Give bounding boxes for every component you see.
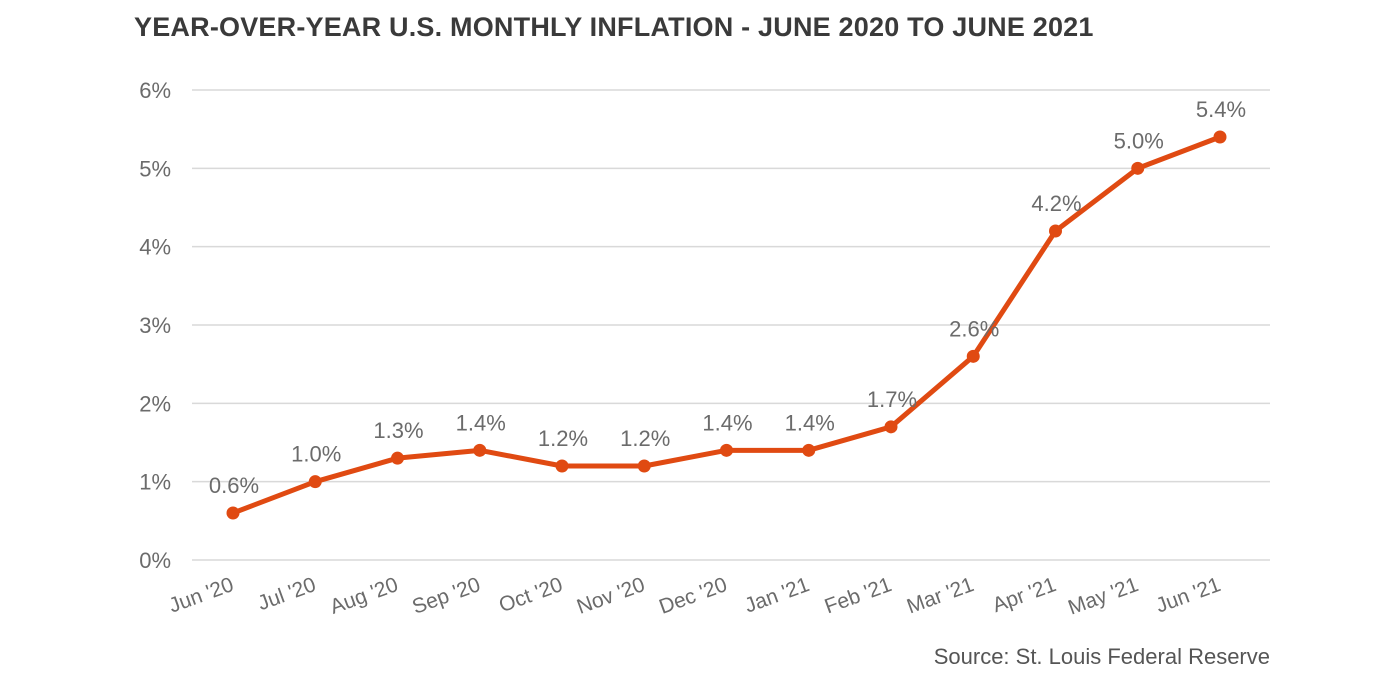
x-tick-label: Jun '21 xyxy=(1153,573,1224,618)
y-tick-label: 1% xyxy=(139,470,171,495)
data-point xyxy=(1213,130,1227,144)
y-tick-label: 4% xyxy=(139,235,171,260)
x-tick-label: Feb '21 xyxy=(822,573,895,618)
data-point xyxy=(637,459,651,473)
data-labels: 0.6% 1.0% 1.3% 1.4% 1.2% 1.2% 1.4% 1.4% 1.7% 2.6%… xyxy=(209,97,1246,498)
x-tick-label: Nov '20 xyxy=(574,573,648,619)
y-axis-ticks: 0% 1% 2% 3% 4% 5% 6% xyxy=(139,78,171,573)
data-point xyxy=(966,349,980,363)
data-label: 1.4% xyxy=(702,410,752,435)
data-point xyxy=(308,475,322,489)
y-tick-label: 2% xyxy=(139,391,171,416)
data-label: 1.2% xyxy=(538,426,588,451)
x-tick-label: Apr '21 xyxy=(989,573,1059,617)
data-label: 4.2% xyxy=(1031,191,1081,216)
data-label: 1.2% xyxy=(620,426,670,451)
data-label: 0.6% xyxy=(209,473,259,498)
y-tick-label: 3% xyxy=(139,313,171,338)
x-tick-label: Jul '20 xyxy=(255,573,319,615)
data-point xyxy=(473,443,487,457)
data-label: 1.0% xyxy=(291,442,341,467)
data-label: 1.7% xyxy=(867,387,917,412)
y-tick-label: 5% xyxy=(139,156,171,181)
source-note: Source: St. Louis Federal Reserve xyxy=(933,644,1270,669)
data-point xyxy=(720,443,733,457)
x-tick-label: Oct '20 xyxy=(496,573,566,617)
x-tick-label: Aug '20 xyxy=(327,573,401,619)
data-point xyxy=(802,443,816,457)
chart-title: YEAR-OVER-YEAR U.S. MONTHLY INFLATION - … xyxy=(134,12,1094,42)
data-label: 5.0% xyxy=(1114,128,1164,153)
y-tick-label: 6% xyxy=(139,78,171,103)
data-label: 1.3% xyxy=(373,418,423,443)
x-tick-label: Dec '20 xyxy=(656,573,730,619)
data-label: 2.6% xyxy=(949,316,999,341)
x-tick-label: Sep '20 xyxy=(409,573,483,619)
x-tick-label: May '21 xyxy=(1065,573,1141,620)
data-point xyxy=(884,420,898,434)
x-tick-label: Jun '20 xyxy=(166,573,237,618)
data-point xyxy=(1131,161,1145,175)
data-label: 1.4% xyxy=(785,410,835,435)
x-tick-label: Mar '21 xyxy=(904,573,977,618)
x-tick-label: Jan '21 xyxy=(742,573,813,618)
data-label: 5.4% xyxy=(1196,97,1246,122)
x-axis-ticks: Jun '20 Jul '20 Aug '20 Sep '20 Oct '20 Nov '… xyxy=(166,573,1224,620)
data-label: 1.4% xyxy=(456,410,506,435)
data-points xyxy=(226,130,1227,520)
data-point xyxy=(1049,224,1062,238)
y-tick-label: 0% xyxy=(139,548,171,573)
gridlines xyxy=(192,89,1270,561)
data-point xyxy=(226,506,240,520)
data-point xyxy=(391,451,404,465)
data-point xyxy=(555,459,569,473)
